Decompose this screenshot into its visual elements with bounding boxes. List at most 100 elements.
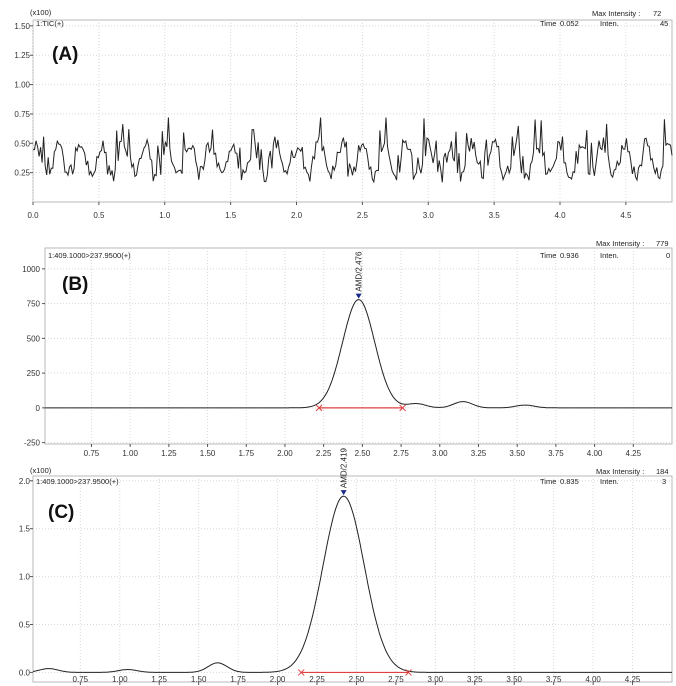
trace-label-a: 1:TIC(+) [36,19,64,28]
x-tick-label: 1.50 [200,449,216,458]
y-tick-label: 500 [27,334,41,343]
y-tick-label: 0.75 [14,110,30,119]
peak-trace-line [45,299,672,409]
y-tick-label: 0 [36,404,41,413]
trace-a [32,117,673,184]
x-tick-label: 2.25 [309,675,325,684]
x-tick-label: 2.25 [316,449,332,458]
chromatogram-panel-a: 0.0 0.5 1.0 1.5 2.0 2.5 3.0 3.5 4.0 4.5 0.25 0.50 0.… [0,0,676,230]
peak-apex-marker [340,490,347,496]
x-tick-label: 2.75 [388,675,404,684]
max-intensity-label-a: Max Intensity : [592,9,640,18]
y-tick-label: 1.0 [19,573,31,582]
x-tick-label: 2.50 [349,675,365,684]
inten-label-a: Inten. [600,19,619,28]
time-label-b: Time [540,251,556,260]
tic-trace-line [32,117,673,184]
peak-apex-marker [355,293,362,299]
x-tick-label: 3.0 [423,211,435,220]
gridlines-a [32,20,672,202]
y-tick-label: 0.50 [14,139,30,148]
trace-c: AMD/2.419 [32,448,672,676]
panel-letter-b: (B) [62,274,88,295]
chart-c-svg: 0.75 1.00 1.25 1.50 1.75 2.00 2.25 2.50 2.75 3.00… [19,448,673,685]
x-tick-label: 3.50 [509,449,525,458]
x-tick-label: 0.75 [73,675,89,684]
x-tick-label: 4.00 [587,449,603,458]
x-tick-label: 1.5 [225,211,237,220]
gridlines-c [33,476,672,682]
x-tick-label: 3.25 [467,675,483,684]
x-tick-label: 1.25 [151,675,167,684]
x-tick-label: 3.25 [471,449,487,458]
panel-letter-c: (C) [48,502,74,523]
x-tick-label: 3.00 [432,449,448,458]
trace-label-b: 1:409.1000>237.9500(+) [48,251,131,260]
chromatogram-panel-b: 0.75 1.00 1.25 1.50 1.75 2.00 2.25 2.50 2.75 3.00… [0,230,676,460]
chart-b-svg: 0.75 1.00 1.25 1.50 1.75 2.00 2.25 2.50 2.75 3.00… [22,239,673,458]
time-value-b: 0.936 [560,251,579,260]
x-tick-label: 3.5 [489,211,501,220]
x-tick-label: 1.75 [238,449,254,458]
peak-trace-line [32,495,672,673]
y-tick-label: 1000 [22,265,40,274]
integration-marker [399,404,406,412]
integration-marker [315,404,323,412]
chart-a-svg: 0.0 0.5 1.0 1.5 2.0 2.5 3.0 3.5 4.0 4.5 0.25 0.50 0.… [14,8,673,220]
x-tick-label: 0.75 [84,449,100,458]
inten-value-a: 45 [660,19,668,28]
x-tick-label: 4.25 [626,449,642,458]
x-tick-label: 4.0 [554,211,566,220]
trace-b: AMD/2.476 [45,251,672,412]
x-tick-label: 1.00 [122,449,138,458]
x-tick-label: 2.00 [277,449,293,458]
y-tick-label: 0.5 [19,621,31,630]
plot-area-b [44,247,673,445]
x-tick-label: 1.50 [191,675,207,684]
x-tick-label: 0.0 [27,211,39,220]
y-tick-label: 1.25 [14,51,30,60]
x-tick-label: 3.50 [506,675,522,684]
time-label-a: Time [540,19,556,28]
max-intensity-label-c: Max Intensity : [596,467,644,476]
x-tick-label: 4.5 [620,211,632,220]
y-tick-label: 1.50 [14,22,30,31]
inten-label-c: Inten. [600,477,619,486]
time-label-c: Time [540,477,556,486]
x-tick-label: 2.50 [355,449,371,458]
x-tick-label: 2.00 [270,675,286,684]
y-tick-label: 0.0 [19,668,31,677]
trace-label-c: 1:409.1000>237.9500(+) [36,477,119,486]
integration-marker [297,669,305,676]
plot-area-c [32,475,673,683]
x-tick-label: 1.75 [230,675,246,684]
y-tick-label: 0.25 [14,169,30,178]
integration-marker [405,669,412,676]
chromatogram-panel-c: 0.75 1.00 1.25 1.50 1.75 2.00 2.25 2.50 2.75 3.00… [0,448,676,686]
max-intensity-label-b: Max Intensity : [596,239,644,248]
x-tick-label: 3.00 [428,675,444,684]
scale-note-c: (x100) [30,466,52,475]
x-tick-label: 4.25 [625,675,641,684]
x-tick-label: 2.75 [393,449,409,458]
peak-label: AMD/2.476 [355,251,364,292]
inten-value-b: 0 [666,251,670,260]
x-tick-label: 1.00 [112,675,128,684]
y-tick-label: 1.00 [14,81,30,90]
axis-ticks-a: 0.0 0.5 1.0 1.5 2.0 2.5 3.0 3.5 4.0 4.5 0.25 0.50 0.… [14,22,632,220]
peak-label: AMD/2.419 [340,448,349,489]
time-value-c: 0.835 [560,477,579,486]
scale-note-a: (x100) [30,8,52,17]
panel-letter-a: (A) [52,44,78,65]
y-tick-label: -250 [24,439,41,448]
y-tick-label: 750 [27,300,41,309]
inten-value-c: 3 [662,477,666,486]
max-intensity-value-b: 779 [656,239,669,248]
time-value-a: 0.052 [560,19,579,28]
x-tick-label: 2.0 [291,211,303,220]
y-tick-label: 250 [27,369,41,378]
x-tick-label: 3.75 [546,675,562,684]
axis-ticks-c: 0.75 1.00 1.25 1.50 1.75 2.00 2.25 2.50 2.75 3.00… [19,477,641,685]
max-intensity-value-a: 72 [653,9,661,18]
x-tick-label: 3.75 [548,449,564,458]
